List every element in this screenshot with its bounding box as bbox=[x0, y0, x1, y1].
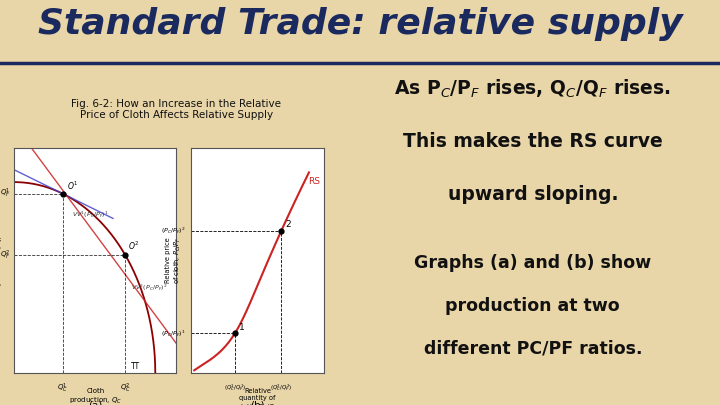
Text: upward sloping.: upward sloping. bbox=[448, 185, 618, 204]
Text: Relative price
of cloth, $P_C/P_F$: Relative price of cloth, $P_C/P_F$ bbox=[165, 237, 183, 284]
Text: TT: TT bbox=[131, 362, 140, 371]
Text: 1: 1 bbox=[240, 322, 246, 332]
Text: As P$_C$/P$_F$ rises, Q$_C$/Q$_F$ rises.: As P$_C$/P$_F$ rises, Q$_C$/Q$_F$ rises. bbox=[395, 78, 671, 100]
Text: (a): (a) bbox=[89, 401, 102, 405]
Text: This makes the RS curve: This makes the RS curve bbox=[403, 132, 662, 151]
Text: $Q_F^2$: $Q_F^2$ bbox=[0, 249, 10, 262]
Text: Standard Trade: relative supply: Standard Trade: relative supply bbox=[37, 7, 683, 41]
Text: $VV^1(P_C/P_F)^1$: $VV^1(P_C/P_F)^1$ bbox=[73, 209, 109, 220]
Text: $O^1$: $O^1$ bbox=[67, 179, 78, 192]
Text: $(Q_C^2/Q_F^2)$: $(Q_C^2/Q_F^2)$ bbox=[270, 382, 292, 393]
Text: RS: RS bbox=[307, 177, 320, 185]
Text: Relative
quantity of
cloth, $Q_C/Q_F$: Relative quantity of cloth, $Q_C/Q_F$ bbox=[237, 388, 278, 405]
Text: $Q_C^1$: $Q_C^1$ bbox=[57, 382, 68, 395]
Text: $(P_C/P_F)^1$: $(P_C/P_F)^1$ bbox=[161, 328, 186, 339]
Text: $VV^2(P_C/P_F)^2$: $VV^2(P_C/P_F)^2$ bbox=[131, 283, 168, 293]
Text: production at two: production at two bbox=[446, 297, 620, 315]
Text: $O^2$: $O^2$ bbox=[128, 240, 140, 252]
Text: $(P_C/P_F)^2$: $(P_C/P_F)^2$ bbox=[161, 226, 186, 236]
Text: 2: 2 bbox=[286, 220, 292, 229]
Text: $Q_F^1$: $Q_F^1$ bbox=[0, 187, 10, 200]
Text: Food
production, $Q_F$: Food production, $Q_F$ bbox=[0, 234, 5, 286]
Text: Fig. 6-2: How an Increase in the Relative
Price of Cloth Affects Relative Supply: Fig. 6-2: How an Increase in the Relativ… bbox=[71, 98, 282, 120]
Text: Cloth
production, $Q_C$: Cloth production, $Q_C$ bbox=[69, 388, 122, 405]
Text: $Q_C^2$: $Q_C^2$ bbox=[120, 382, 131, 395]
Text: (b): (b) bbox=[250, 401, 265, 405]
Text: $(Q_C^1/Q_F^1)$: $(Q_C^1/Q_F^1)$ bbox=[224, 382, 246, 393]
Text: different PC/PF ratios.: different PC/PF ratios. bbox=[423, 339, 642, 357]
Text: Graphs (a) and (b) show: Graphs (a) and (b) show bbox=[414, 254, 652, 272]
